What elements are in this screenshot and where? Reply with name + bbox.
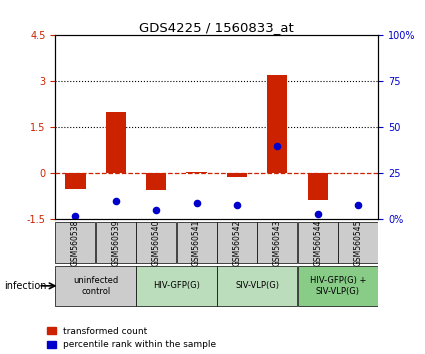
FancyBboxPatch shape — [257, 222, 298, 263]
Text: infection: infection — [4, 281, 47, 291]
Text: SIV-VLP(G): SIV-VLP(G) — [235, 281, 279, 290]
FancyBboxPatch shape — [338, 222, 378, 263]
Point — [274, 143, 280, 149]
Bar — [267, 75, 287, 173]
Bar — [187, 172, 207, 173]
Bar — [65, 173, 85, 189]
Text: GSM560543: GSM560543 — [273, 219, 282, 266]
Bar — [106, 112, 126, 173]
Point — [72, 213, 79, 219]
FancyBboxPatch shape — [55, 222, 96, 263]
FancyBboxPatch shape — [298, 266, 378, 306]
Text: uninfected
control: uninfected control — [73, 276, 118, 296]
Text: GSM560544: GSM560544 — [313, 219, 322, 266]
Bar — [308, 173, 328, 200]
FancyBboxPatch shape — [136, 266, 217, 306]
Text: HIV-GFP(G): HIV-GFP(G) — [153, 281, 200, 290]
FancyBboxPatch shape — [217, 266, 298, 306]
Point — [314, 211, 321, 217]
FancyBboxPatch shape — [96, 222, 136, 263]
Legend: transformed count, percentile rank within the sample: transformed count, percentile rank withi… — [47, 327, 216, 349]
Text: GSM560539: GSM560539 — [111, 219, 120, 266]
Text: GSM560542: GSM560542 — [232, 219, 241, 266]
FancyBboxPatch shape — [55, 266, 136, 306]
Bar — [146, 173, 166, 190]
Bar — [227, 173, 247, 177]
Point — [112, 198, 119, 204]
FancyBboxPatch shape — [298, 222, 338, 263]
Text: HIV-GFP(G) +
SIV-VLP(G): HIV-GFP(G) + SIV-VLP(G) — [310, 276, 366, 296]
Text: GSM560541: GSM560541 — [192, 219, 201, 266]
Point — [153, 207, 159, 213]
FancyBboxPatch shape — [217, 222, 257, 263]
Text: GSM560540: GSM560540 — [152, 219, 161, 266]
FancyBboxPatch shape — [176, 222, 217, 263]
Text: GSM560545: GSM560545 — [354, 219, 363, 266]
Point — [193, 200, 200, 206]
Point — [354, 202, 361, 207]
Point — [233, 202, 240, 207]
FancyBboxPatch shape — [136, 222, 176, 263]
Title: GDS4225 / 1560833_at: GDS4225 / 1560833_at — [139, 21, 294, 34]
Text: GSM560538: GSM560538 — [71, 219, 80, 266]
